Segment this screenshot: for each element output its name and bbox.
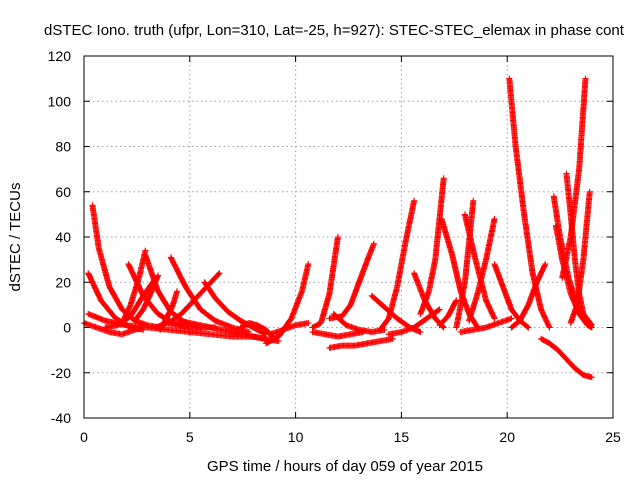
series-26 [377, 197, 418, 333]
series-points [377, 197, 418, 333]
x-tick-label: 0 [80, 429, 88, 445]
series-points [102, 274, 159, 331]
y-tick-label: 60 [55, 184, 71, 200]
series-points [385, 306, 443, 338]
series-points [267, 320, 312, 338]
x-tick-label: 25 [605, 429, 621, 445]
series-points [436, 297, 460, 329]
series-31 [436, 297, 460, 329]
series-points [559, 75, 589, 281]
series-16 [186, 329, 269, 342]
series-points [417, 175, 447, 317]
x-tick-labels: 0 5 10 15 20 25 [80, 429, 621, 445]
series-38 [508, 261, 549, 331]
series-points [508, 261, 549, 331]
y-tick-labels: -40 -20 0 20 40 60 80 100 120 [48, 48, 72, 426]
y-tick-label: 120 [48, 48, 72, 64]
series-39 [538, 335, 595, 381]
chart-title: dSTEC Iono. truth (ufpr, Lon=310, Lat=-2… [44, 22, 625, 39]
series-44 [567, 188, 593, 326]
series-points [165, 270, 223, 326]
series-27 [385, 306, 443, 338]
series-points [457, 315, 515, 335]
series-points [326, 335, 396, 351]
y-tick-label: -40 [51, 410, 71, 426]
series-9 [131, 272, 162, 324]
series-points [491, 261, 532, 331]
series-24 [330, 310, 388, 335]
series-points [131, 272, 162, 324]
series-points [309, 234, 341, 331]
series-35 [466, 215, 498, 324]
series-points [309, 329, 367, 340]
gridlines [84, 56, 613, 418]
y-tick-label: 20 [55, 274, 71, 290]
series-points [506, 75, 553, 331]
x-tick-label: 10 [288, 429, 304, 445]
series-21 [309, 329, 367, 340]
data-points [81, 75, 595, 381]
series-points [538, 335, 595, 381]
axis-ticks [83, 55, 614, 419]
x-tick-label: 5 [186, 429, 194, 445]
series-points [186, 329, 269, 342]
y-tick-label: 80 [55, 139, 71, 155]
series-36 [491, 261, 532, 331]
y-tick-label: -20 [51, 365, 71, 381]
y-tick-label: 0 [63, 320, 71, 336]
series-20 [309, 234, 341, 331]
series-37 [506, 75, 553, 331]
series-5 [102, 274, 159, 331]
series-points [330, 310, 388, 335]
plot-frame [83, 55, 614, 419]
series-43 [559, 75, 589, 281]
series-points [466, 215, 498, 324]
series-29 [417, 175, 447, 317]
series-19 [267, 320, 312, 338]
series-points [567, 188, 593, 326]
series-22 [326, 335, 396, 351]
x-axis-title: GPS time / hours of day 059 of year 2015 [207, 458, 483, 475]
series-11 [157, 288, 181, 333]
x-tick-label: 20 [499, 429, 515, 445]
x-tick-label: 15 [394, 429, 410, 445]
series-points [157, 288, 181, 333]
y-tick-label: 40 [55, 229, 71, 245]
series-34 [457, 315, 515, 335]
series-13 [165, 270, 223, 326]
y-tick-label: 100 [48, 93, 72, 109]
y-axis-title: dSTEC / TECUs [7, 183, 24, 292]
